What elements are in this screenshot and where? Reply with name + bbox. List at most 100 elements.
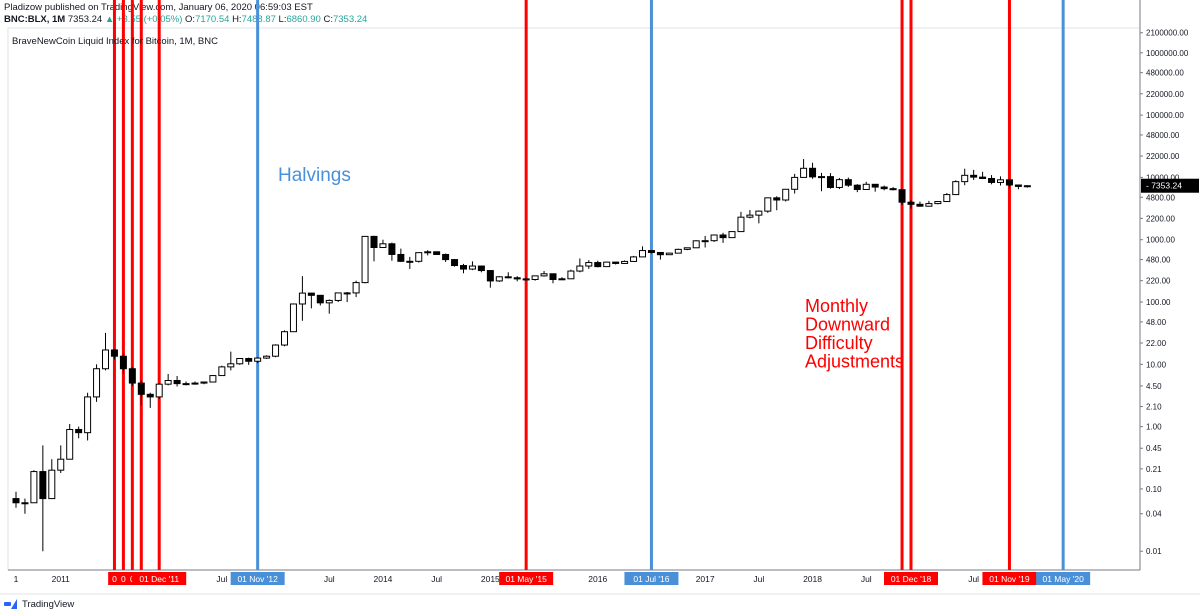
candle: [522, 277, 530, 281]
candle-body: [119, 355, 127, 370]
candle: [889, 187, 897, 191]
candle: [298, 276, 306, 321]
y-tick-label: 2200.00: [1146, 214, 1175, 223]
y-tick-label: 100000.00: [1146, 111, 1184, 120]
candle: [75, 426, 83, 439]
candle: [719, 232, 727, 243]
candle-body: [307, 292, 315, 296]
candle-body: [997, 179, 1004, 183]
candle: [451, 259, 459, 267]
candle: [334, 292, 342, 303]
candle: [30, 470, 38, 504]
candle-body: [665, 252, 673, 256]
candle: [791, 173, 799, 194]
candle-body: [397, 253, 405, 262]
candle: [370, 235, 378, 262]
annotation-halvings: Halvings: [278, 165, 351, 186]
annotation-difficulty-line: Adjustments: [805, 352, 904, 372]
candle-body: [39, 471, 47, 500]
candle: [540, 270, 548, 277]
candle: [388, 242, 396, 261]
candle-body: [352, 282, 360, 294]
candle-body: [343, 292, 351, 295]
candle: [254, 357, 262, 364]
candle-body: [656, 251, 664, 256]
candle-body: [764, 197, 772, 212]
date-marker-label: 01 Jul '16: [633, 574, 669, 584]
candle: [119, 353, 127, 374]
candle: [281, 330, 288, 347]
date-marker-label: 01 May '20: [1042, 574, 1084, 584]
candle-body: [137, 382, 145, 395]
candle-body: [835, 179, 843, 188]
x-tick-label: Jul: [753, 574, 764, 584]
y-tick-label: 220000.00: [1146, 90, 1184, 99]
candle-body: [433, 251, 441, 255]
candle: [477, 265, 485, 273]
y-tick-label: 48000.00: [1146, 131, 1180, 140]
x-tick-label: Jul: [968, 574, 979, 584]
candle: [674, 248, 682, 254]
candle-body: [513, 277, 521, 280]
chart-title: BraveNewCoin Liquid Index for Bitcoin, 1…: [12, 36, 218, 47]
candle: [155, 383, 163, 399]
candle-body: [907, 201, 915, 205]
candle: [307, 292, 315, 309]
candle: [818, 172, 825, 192]
candle: [800, 159, 808, 178]
candle-body: [809, 167, 817, 178]
candle: [755, 210, 763, 224]
candle-body: [692, 240, 700, 249]
candle-body: [442, 253, 450, 261]
candle: [504, 272, 512, 279]
candle: [737, 211, 745, 233]
candle: [934, 201, 942, 205]
candle: [352, 280, 360, 298]
candle: [997, 176, 1004, 186]
candle: [621, 260, 629, 264]
candle: [93, 364, 101, 402]
candle-body: [173, 380, 181, 385]
candle-body: [728, 231, 736, 239]
candle-body: [1005, 179, 1013, 186]
candle: [558, 277, 566, 281]
candle-body: [800, 167, 808, 178]
last-price-label: - 7353.24: [1146, 181, 1182, 191]
last-price-tag: [1141, 178, 1199, 193]
candle: [57, 445, 65, 474]
candle: [1014, 184, 1022, 190]
candle-body: [826, 176, 834, 188]
candle-body: [495, 276, 503, 282]
candle-body: [746, 214, 754, 218]
triangle-up-icon: ▲: [104, 14, 115, 25]
candle-body: [227, 363, 235, 368]
candle: [128, 367, 136, 386]
date-marker: [884, 572, 938, 585]
candle-body: [468, 265, 476, 270]
y-tick-label: 0.01: [1146, 547, 1162, 556]
candle: [683, 247, 691, 251]
candle-body: [710, 234, 718, 242]
candle: [102, 332, 109, 371]
candle-body: [943, 194, 951, 203]
candle-body: [21, 502, 29, 505]
x-tick-label: 1: [14, 574, 19, 584]
candle-body: [934, 201, 942, 205]
footer: TradingView: [4, 596, 74, 612]
candle-body: [486, 270, 494, 282]
candle: [907, 200, 915, 209]
candle-body: [504, 276, 512, 279]
candle: [316, 294, 324, 306]
low-label: L:: [278, 14, 287, 25]
footer-brand: TradingView: [22, 598, 75, 610]
y-tick-label: 0.45: [1146, 444, 1162, 453]
candle-body: [1023, 185, 1031, 188]
candle-body: [200, 381, 208, 384]
candle-body: [272, 344, 280, 357]
candle-body: [379, 243, 387, 248]
date-marker-label: 01 Nov '12: [237, 574, 278, 584]
candle-body: [567, 270, 575, 280]
y-tick-label: 0.21: [1146, 465, 1162, 474]
candle-body: [102, 349, 109, 370]
